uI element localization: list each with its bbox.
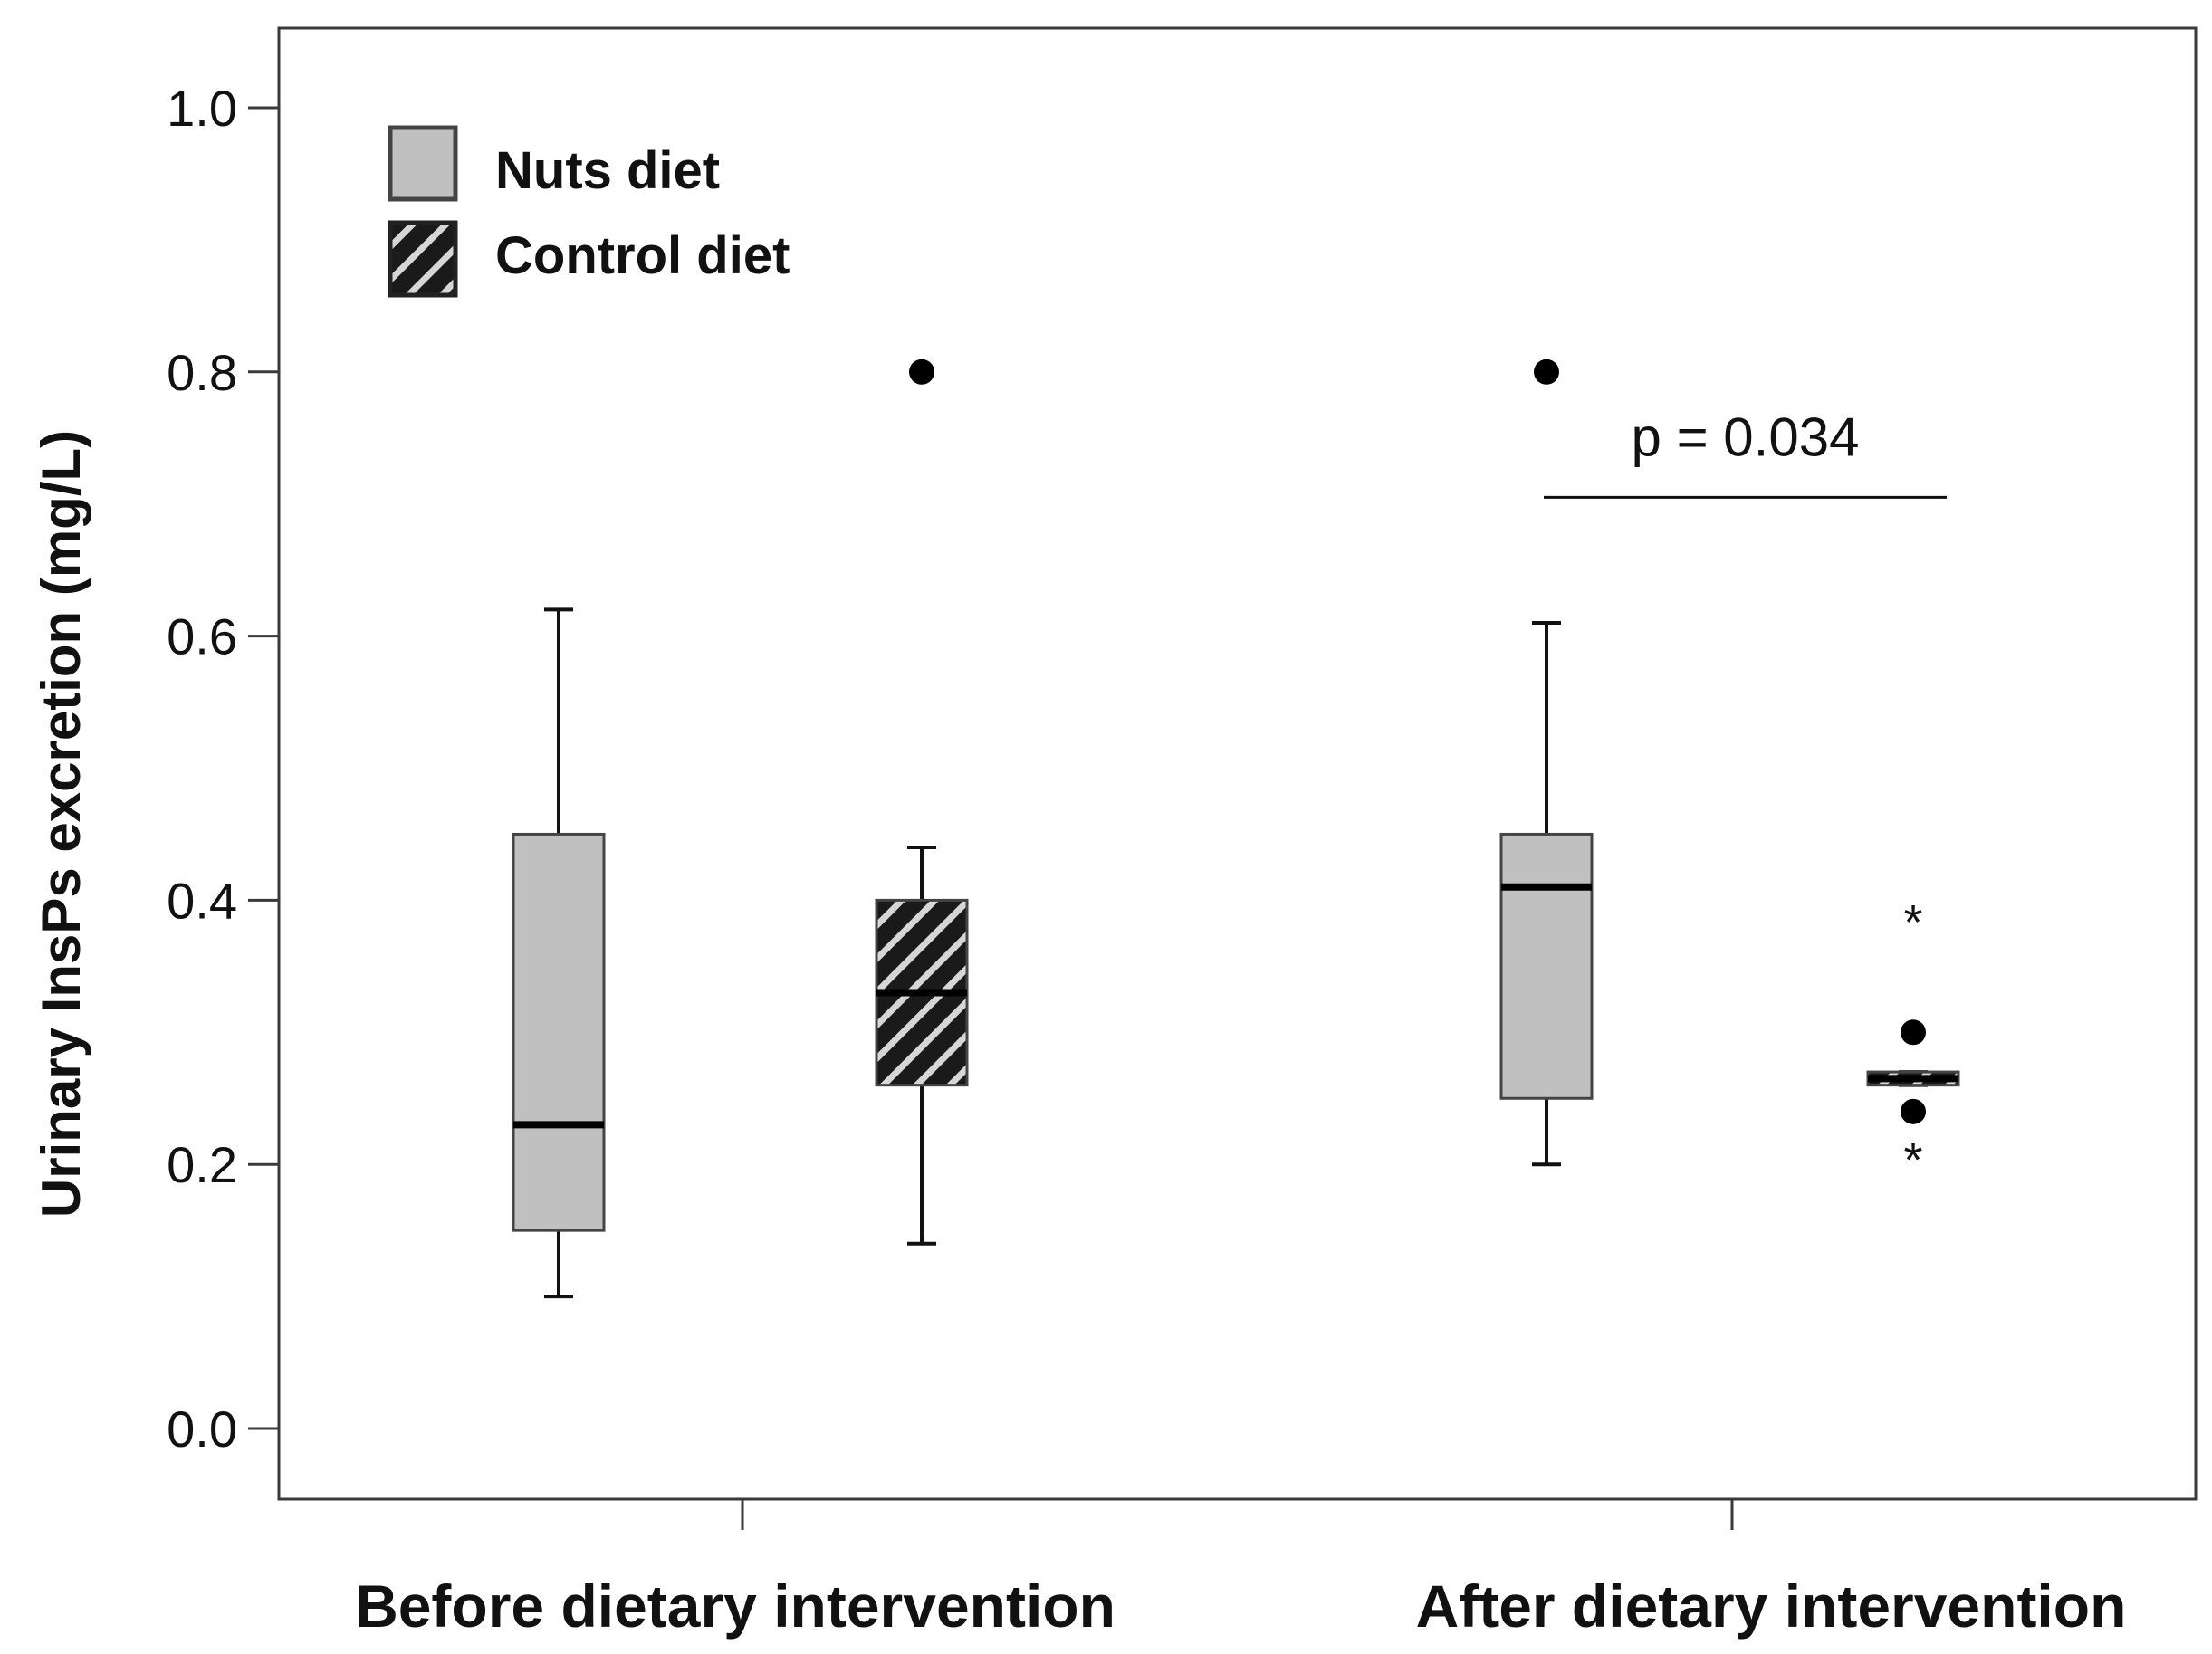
extreme-point: * xyxy=(1903,895,1922,950)
legend-swatch-control xyxy=(388,220,458,298)
x-label-before: Before dietary intervention xyxy=(355,1573,1116,1640)
iqr-box xyxy=(1499,832,1594,1100)
outlier-point xyxy=(1534,359,1559,385)
legend-swatch-nuts xyxy=(388,125,458,202)
legend: Nuts diet Control diet xyxy=(388,125,790,298)
outlier-point xyxy=(909,359,934,385)
y-tick-label: 0.0 xyxy=(167,1401,237,1458)
y-tick-label: 0.2 xyxy=(167,1136,237,1193)
extreme-point: * xyxy=(1903,1133,1922,1188)
y-axis-label: Urinary InsPs excretion (mg/L) xyxy=(31,430,91,1218)
outlier-point xyxy=(1901,1019,1926,1046)
p-value-label: p = 0.034 xyxy=(1632,406,1860,467)
plot-frame xyxy=(277,26,2198,1501)
iqr-box xyxy=(512,832,606,1232)
significance-annotation: p = 0.034 xyxy=(1544,406,1947,499)
x-label-after: After dietary intervention xyxy=(1416,1573,2127,1640)
boxplot-control-before xyxy=(875,359,969,1246)
boxplot-control-after: ** xyxy=(1866,895,1960,1188)
y-tick-label: 0.4 xyxy=(167,872,237,929)
boxplot-nuts-before xyxy=(512,607,606,1299)
y-tick-label: 0.6 xyxy=(167,608,237,665)
outlier-point xyxy=(1901,1098,1926,1124)
y-tick-label: 1.0 xyxy=(167,80,237,137)
legend-label-control: Control diet xyxy=(495,226,790,285)
y-tick-label: 0.8 xyxy=(167,344,237,401)
boxplot-nuts-after xyxy=(1499,359,1594,1167)
x-axis: Before dietary intervention After dietar… xyxy=(355,1499,2126,1640)
y-axis: 0.0 0.2 0.4 0.6 0.8 1.0 xyxy=(167,80,279,1458)
box-series: ** xyxy=(512,359,1960,1299)
legend-label-nuts: Nuts diet xyxy=(495,141,720,200)
